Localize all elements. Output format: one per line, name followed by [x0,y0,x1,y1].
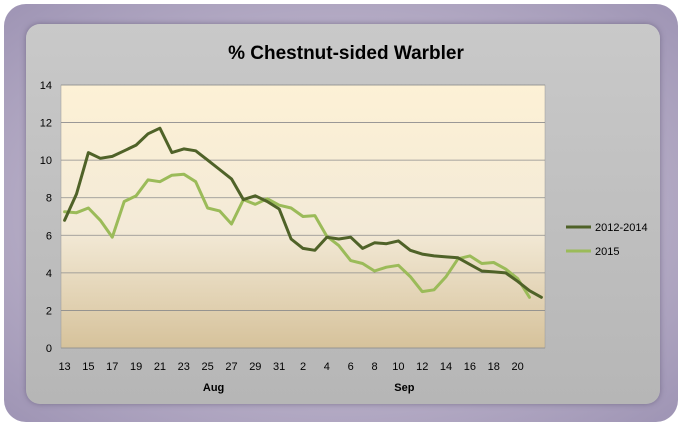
y-tick-label: 14 [40,80,52,92]
x-tick-label: 16 [464,361,476,373]
x-tick-label: 15 [82,361,94,373]
x-axis: 13 15 17 19 21 23 25 27 29 31 2 4 6 8 10 12 14 16 18 20 Aug S… [58,361,523,394]
y-tick-label: 4 [46,268,52,280]
x-tick-label: 13 [58,361,70,373]
x-tick-label: 18 [488,361,500,373]
y-tick-label: 0 [46,343,52,355]
x-tick-label: 19 [130,361,142,373]
y-tick-label: 6 [46,230,52,242]
x-tick-label: 21 [154,361,166,373]
legend-label: 2015 [595,246,619,258]
x-tick-label: 8 [371,361,377,373]
x-tick-label: 14 [440,361,452,373]
chart-title: % Chestnut-sided Warbler [228,43,464,64]
x-tick-label: 10 [392,361,404,373]
legend: 2012-2014 2015 [566,222,648,258]
x-tick-label: 25 [202,361,214,373]
series-line-2015 [63,172,531,299]
x-tick-label: 23 [178,361,190,373]
chart-frame: % Chestnut-sided Warbler 0 2 4 6 8 10 12 14 13 1… [4,4,678,422]
x-tick-label: 27 [225,361,237,373]
y-tick-label: 2 [46,305,52,317]
x-tick-label: 6 [348,361,354,373]
y-axis: 0 2 4 6 8 10 12 14 [40,80,52,355]
x-tick-label: 2 [300,361,306,373]
x-tick-label: 31 [273,361,285,373]
series-lines [63,126,543,299]
month-label: Sep [394,382,414,394]
x-tick-label: 20 [511,361,523,373]
legend-label: 2012-2014 [595,222,648,234]
gridlines [61,84,545,349]
series-line-2012-2014 [63,126,543,299]
chart-panel: % Chestnut-sided Warbler 0 2 4 6 8 10 12 14 13 1… [26,24,660,404]
y-tick-label: 8 [46,193,52,205]
x-tick-label: 17 [106,361,118,373]
x-tick-label: 29 [249,361,261,373]
month-label: Aug [203,382,224,394]
y-tick-label: 10 [40,155,52,167]
x-tick-label: 4 [324,361,330,373]
y-tick-label: 12 [40,118,52,130]
x-tick-label: 12 [416,361,428,373]
